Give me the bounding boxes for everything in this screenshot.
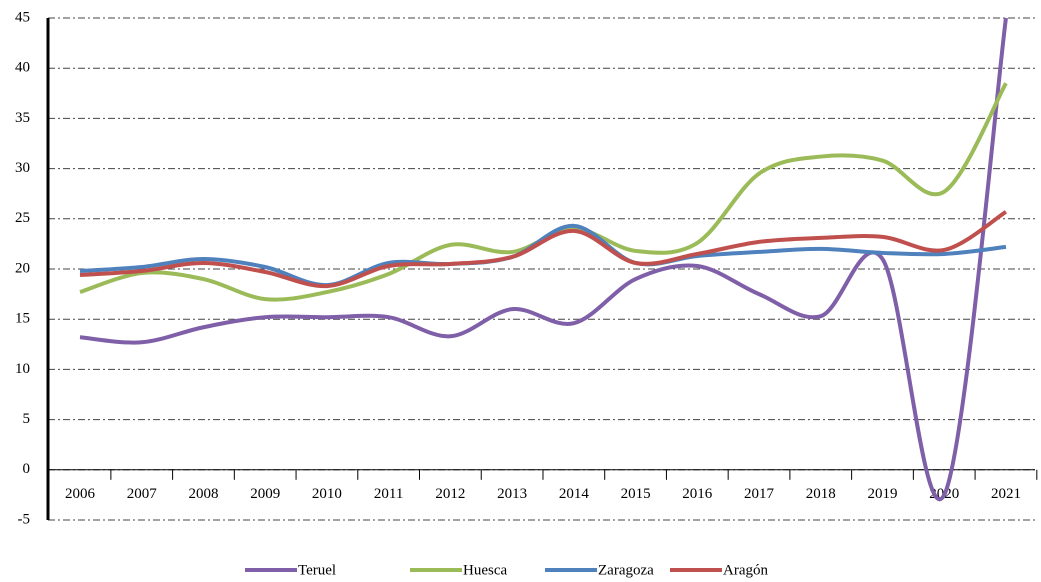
legend-label: Teruel bbox=[298, 562, 336, 578]
x-tick-label: 2016 bbox=[682, 486, 713, 502]
y-tick-label: 15 bbox=[15, 311, 30, 327]
legend-label: Zaragoza bbox=[598, 562, 654, 578]
x-tick-label: 2013 bbox=[497, 486, 527, 502]
legend-label: Aragón bbox=[723, 562, 768, 578]
line-series bbox=[79, 210, 1008, 289]
y-tick-label: 5 bbox=[23, 411, 31, 427]
line-series bbox=[79, 17, 1008, 501]
line-series bbox=[79, 82, 1008, 302]
y-tick-label: 30 bbox=[15, 160, 30, 176]
y-tick-label: 35 bbox=[15, 110, 30, 126]
x-tick-label: 2008 bbox=[188, 486, 218, 502]
x-tick-label: 2014 bbox=[559, 486, 590, 502]
x-tick-label: 2018 bbox=[806, 486, 836, 502]
x-tick-label: 2019 bbox=[867, 486, 897, 502]
y-tick-label: 10 bbox=[15, 361, 30, 377]
x-tick-label: 2015 bbox=[621, 486, 651, 502]
y-tick-label: 0 bbox=[23, 461, 31, 477]
y-tick-label: 45 bbox=[15, 9, 30, 25]
x-tick-label: 2017 bbox=[744, 486, 775, 502]
plot-area bbox=[79, 17, 1008, 501]
line-series bbox=[79, 223, 1007, 288]
y-tick-label: 25 bbox=[15, 210, 30, 226]
x-tick-label: 2006 bbox=[65, 486, 96, 502]
x-tick-label: 2007 bbox=[127, 486, 158, 502]
x-tick-label: 2010 bbox=[312, 486, 342, 502]
legend-label: Huesca bbox=[463, 562, 507, 578]
y-tick-label: -5 bbox=[18, 511, 31, 527]
y-tick-label: 40 bbox=[15, 60, 30, 76]
x-tick-label: 2012 bbox=[435, 486, 465, 502]
x-tick-label: 2009 bbox=[250, 486, 280, 502]
x-tick-label: 2011 bbox=[374, 486, 403, 502]
y-tick-label: 20 bbox=[15, 260, 30, 276]
x-tick-label: 2021 bbox=[991, 486, 1021, 502]
